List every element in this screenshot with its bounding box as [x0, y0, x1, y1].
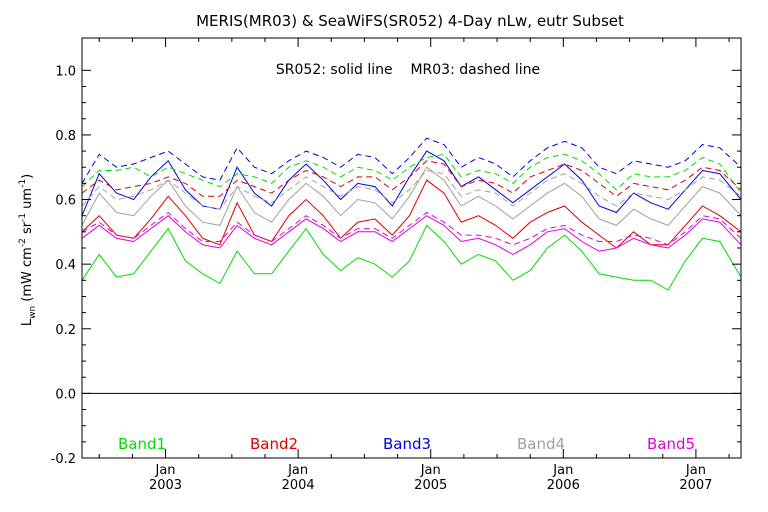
y-axis-label-units-um: um — [20, 188, 35, 213]
x-tick-label-month: Jan — [685, 463, 706, 478]
series-line-band4-solid — [81, 166, 742, 226]
series-line-band1-solid — [81, 224, 742, 291]
legend-label-band2: Band2 — [250, 435, 298, 453]
y-axis-label-units-close: ) — [20, 174, 35, 179]
y-axis-label-exp1: -2 — [18, 238, 28, 247]
chart-title: MERIS(MR03) & SeaWiFS(SR052) 4-Day nLw, … — [196, 12, 624, 30]
y-axis-label-exp3: -1 — [18, 179, 28, 188]
x-tick-label-year: 2007 — [679, 478, 712, 493]
legend-label-band3: Band3 — [383, 435, 431, 453]
y-axis-label-exp2: -1 — [18, 213, 28, 222]
y-tick-label: 0.4 — [55, 258, 76, 273]
y-tick-label: 0.2 — [55, 323, 76, 338]
x-tick-label-year: 2003 — [149, 478, 182, 493]
series-line-band4-dashed — [81, 169, 742, 210]
series-line-band3-dashed — [81, 137, 742, 184]
y-axis-label-units-open: (mW cm — [20, 247, 35, 306]
y-tick-label: -0.2 — [51, 452, 76, 467]
legend-label-band1: Band1 — [118, 435, 166, 453]
x-tick-label-year: 2004 — [282, 478, 315, 493]
series-line-band2-dashed — [81, 160, 742, 197]
plot-area: -0.20.00.20.40.60.81.0Jan2003Jan2004Jan2… — [51, 37, 742, 493]
x-tick-label-month: Jan — [287, 463, 308, 478]
x-tick-label-month: Jan — [420, 463, 441, 478]
x-tick-label-month: Jan — [552, 463, 573, 478]
y-axis-label-sub: wn — [28, 306, 38, 319]
series-line-band5-solid — [81, 215, 742, 256]
x-tick-label-year: 2006 — [547, 478, 580, 493]
y-axis-label: Lwn (mW cm-2 sr-1 um-1) — [18, 174, 38, 326]
series-line-band1-dashed — [81, 153, 742, 194]
x-tick-label-month: Jan — [155, 463, 176, 478]
chart-annotation: SR052: solid line MR03: dashed line — [276, 62, 540, 78]
legend-label-band5: Band5 — [647, 435, 695, 453]
y-axis-label-main: L — [20, 318, 35, 326]
series-line-band5-dashed — [81, 211, 742, 246]
y-tick-label: 0.8 — [55, 129, 76, 144]
y-axis-label-units-mid: sr — [20, 221, 35, 238]
y-tick-label: 0.6 — [55, 194, 76, 209]
x-tick-label-year: 2005 — [414, 478, 447, 493]
y-tick-label: 0.0 — [55, 387, 76, 402]
y-tick-label: 1.0 — [55, 64, 76, 79]
legend-label-band4: Band4 — [517, 435, 565, 453]
